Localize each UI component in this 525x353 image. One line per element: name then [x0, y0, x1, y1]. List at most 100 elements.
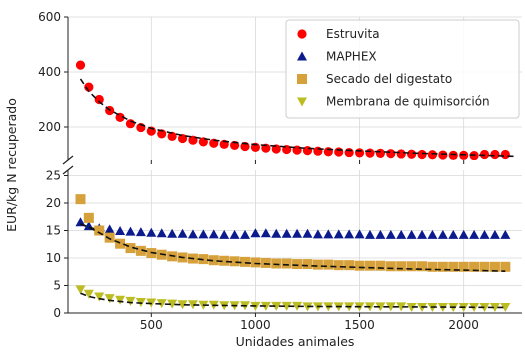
- data-point: [448, 150, 458, 160]
- data-point: [479, 302, 490, 312]
- data-point: [75, 60, 86, 70]
- y-tick-label: 400: [38, 65, 61, 79]
- data-point: [500, 149, 510, 160]
- data-point: [469, 261, 480, 272]
- data-point: [94, 292, 105, 302]
- y-tick-label: 600: [38, 10, 61, 24]
- data-point: [146, 227, 157, 237]
- data-point: [281, 228, 292, 238]
- y-tick-label: 5: [53, 279, 61, 293]
- y-tick-label: 15: [46, 224, 61, 238]
- y-tick-label: 20: [46, 196, 61, 210]
- data-point: [115, 238, 126, 249]
- data-point: [489, 302, 500, 312]
- data-point: [281, 258, 292, 269]
- data-point: [208, 255, 219, 266]
- axis-break-marks: [62, 155, 74, 175]
- data-point: [323, 229, 334, 239]
- data-point: [156, 228, 167, 238]
- data-point: [84, 82, 94, 92]
- x-tick-label: 1000: [240, 318, 271, 332]
- data-point: [386, 149, 396, 159]
- break-mark: [62, 165, 74, 175]
- data-point: [406, 302, 417, 312]
- y-axis-label: EUR/kg N recuperado: [4, 98, 19, 232]
- data-point: [344, 147, 354, 158]
- data-point: [177, 133, 188, 144]
- data-point: [437, 229, 448, 239]
- legend-marker: [297, 97, 307, 107]
- data-point: [396, 149, 406, 159]
- legend-marker: [297, 51, 307, 61]
- data-point: [240, 256, 251, 267]
- data-point: [406, 229, 417, 239]
- data-point: [448, 229, 459, 239]
- data-point: [292, 259, 303, 270]
- data-point: [354, 229, 365, 239]
- data-point: [427, 150, 438, 160]
- data-point: [458, 229, 469, 239]
- data-point: [354, 260, 365, 271]
- y-tick-label: 0: [53, 306, 61, 320]
- legend: Estruvita MAPHEX Secado del digestato Membr…: [285, 19, 520, 119]
- legend-marker: [297, 29, 307, 39]
- data-point: [302, 228, 313, 238]
- data-point: [417, 261, 428, 272]
- data-point: [364, 260, 375, 271]
- data-point: [229, 229, 240, 239]
- data-point: [83, 212, 94, 223]
- data-point: [177, 228, 188, 238]
- data-point: [94, 225, 105, 236]
- data-point: [167, 299, 178, 309]
- data-point: [385, 302, 396, 312]
- data-point: [417, 149, 427, 160]
- plot-area: [75, 194, 511, 312]
- data-point: [344, 260, 355, 271]
- legend-label: Estruvita: [326, 27, 380, 41]
- data-point: [125, 296, 136, 306]
- series-membrana-de-quimisorción: [75, 285, 511, 312]
- data-point: [417, 229, 428, 239]
- data-point: [292, 301, 303, 311]
- x-axis-label: Unidades animales: [236, 334, 355, 349]
- data-point: [260, 301, 271, 311]
- data-point: [115, 226, 126, 236]
- data-point: [375, 229, 386, 239]
- data-point: [375, 148, 385, 158]
- data-point: [208, 229, 219, 239]
- data-point: [500, 229, 511, 239]
- legend-item: Membrana de quimisorción: [297, 95, 490, 109]
- data-point: [75, 217, 86, 227]
- data-point: [167, 228, 178, 238]
- data-point: [313, 146, 323, 156]
- data-point: [104, 294, 115, 304]
- data-point: [406, 261, 417, 272]
- data-point: [489, 261, 500, 272]
- data-point: [250, 228, 261, 238]
- data-point: [385, 261, 396, 272]
- data-point: [157, 129, 167, 139]
- data-point: [448, 261, 459, 272]
- data-point: [427, 261, 438, 272]
- data-point: [489, 229, 500, 239]
- data-point: [219, 255, 230, 266]
- data-point: [312, 259, 323, 270]
- data-point: [177, 300, 188, 310]
- data-point: [500, 302, 511, 312]
- data-point: [364, 229, 375, 239]
- series-maphex: [75, 217, 511, 239]
- data-point: [75, 194, 86, 205]
- data-point: [187, 229, 198, 239]
- y-tick-label: 25: [46, 169, 61, 183]
- data-point: [187, 300, 198, 310]
- data-point: [396, 261, 407, 272]
- trend-line: [80, 292, 506, 309]
- data-point: [396, 229, 407, 239]
- trend-line: [80, 223, 506, 272]
- data-point: [135, 245, 146, 256]
- x-tick-label: 2000: [448, 318, 479, 332]
- data-point: [333, 260, 344, 271]
- data-point: [375, 260, 386, 271]
- data-point: [365, 148, 375, 158]
